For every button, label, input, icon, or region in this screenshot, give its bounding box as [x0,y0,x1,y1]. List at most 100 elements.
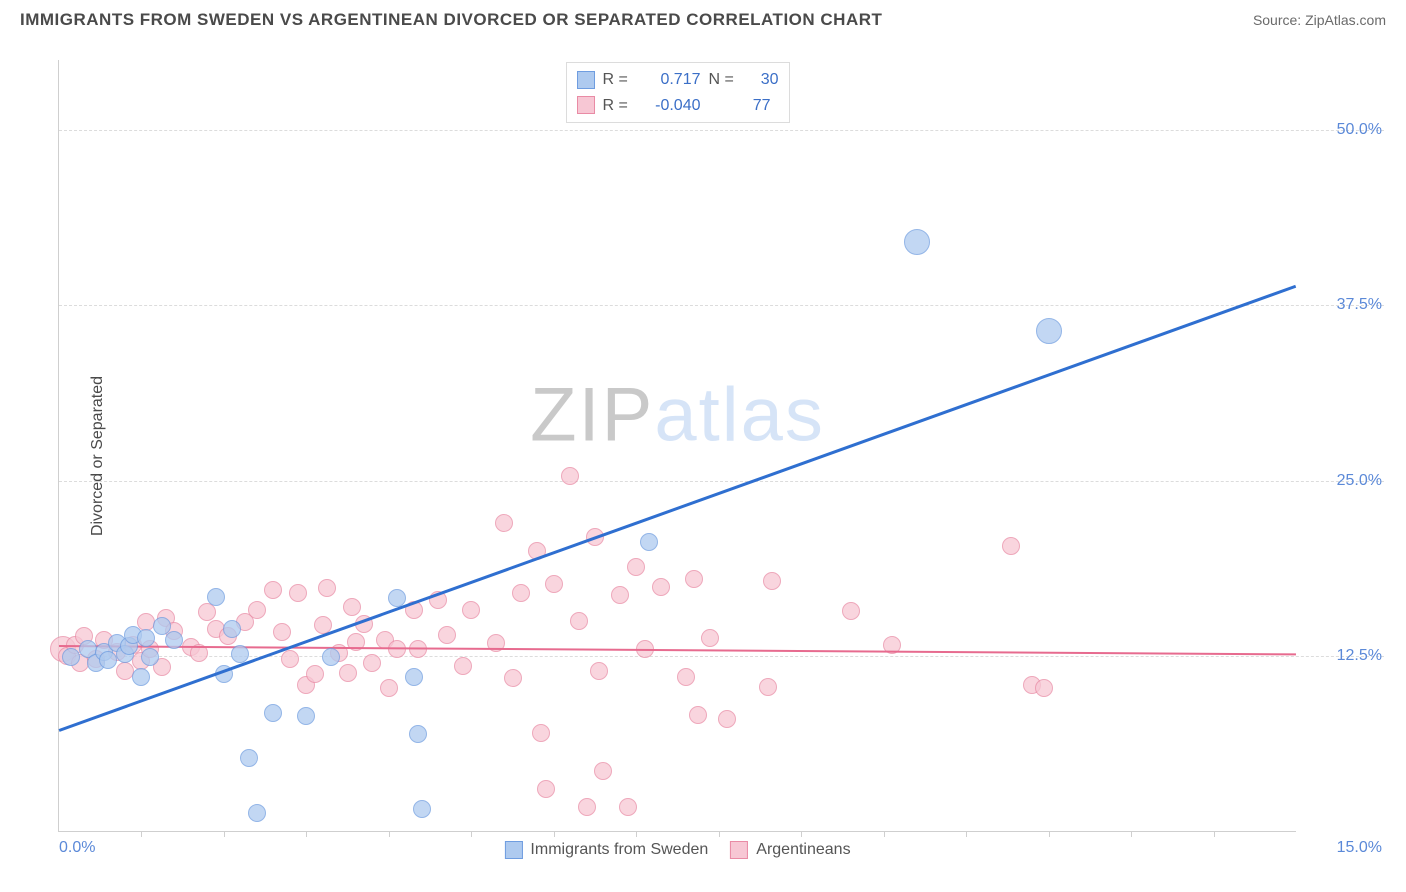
data-point [1035,679,1053,697]
x-tick-mark [636,831,637,837]
data-point [611,586,629,604]
data-point [578,798,596,816]
data-point [454,657,472,675]
y-axis-tick-label: 37.5% [1302,296,1382,314]
data-point [380,679,398,697]
source-label: Source: ZipAtlas.com [1253,12,1386,28]
n-value: 77 [741,93,771,119]
data-point [512,584,530,602]
data-point [248,804,266,822]
data-point [62,648,80,666]
data-point [532,724,550,742]
x-tick-mark [801,831,802,837]
x-tick-mark [1131,831,1132,837]
data-point [409,725,427,743]
data-point [677,668,695,686]
y-axis-tick-label: 50.0% [1302,121,1382,139]
data-point [561,467,579,485]
r-label: R = [603,93,635,119]
data-point [198,603,216,621]
legend-label: Immigrants from Sweden [530,841,708,859]
data-point [137,629,155,647]
x-tick-mark [471,831,472,837]
data-point [759,678,777,696]
y-axis-tick-label: 12.5% [1302,647,1382,665]
data-point [141,648,159,666]
watermark-atlas: atlas [654,372,825,457]
watermark: ZIPatlas [530,371,825,458]
watermark-zip: ZIP [530,372,654,457]
x-axis-tick-min: 0.0% [59,839,95,857]
data-point [570,612,588,630]
data-point [281,650,299,668]
data-point [273,623,291,641]
data-point [495,514,513,532]
data-point [504,669,522,687]
data-point [590,662,608,680]
data-point [116,662,134,680]
series-legend: Immigrants from Sweden Argentineans [504,841,850,859]
x-tick-mark [554,831,555,837]
chart-container: Divorced or Separated ZIPatlas R = 0.717… [20,40,1386,872]
data-point [405,668,423,686]
legend-item-argentinean: Argentineans [730,841,850,859]
data-point [438,626,456,644]
data-point [652,578,670,596]
x-tick-mark [1214,831,1215,837]
data-point [207,588,225,606]
x-tick-mark [389,831,390,837]
x-tick-mark [224,831,225,837]
x-tick-mark [306,831,307,837]
data-point [594,762,612,780]
data-point [99,651,117,669]
correlation-legend: R = 0.717 N = 30 R = -0.040 77 [566,62,790,123]
legend-row-sweden: R = 0.717 N = 30 [577,67,779,93]
x-tick-mark [966,831,967,837]
legend-row-argentinean: R = -0.040 77 [577,93,779,119]
data-point [264,704,282,722]
x-axis-tick-max: 15.0% [1302,839,1382,857]
data-point [462,601,480,619]
data-point [240,749,258,767]
data-point [363,654,381,672]
legend-label: Argentineans [756,841,850,859]
data-point [223,620,241,638]
chart-title: IMMIGRANTS FROM SWEDEN VS ARGENTINEAN DI… [20,10,882,30]
trend-line [59,284,1297,731]
gridline [59,481,1384,482]
data-point [689,706,707,724]
r-label: R = [603,67,635,93]
x-tick-mark [719,831,720,837]
gridline [59,130,1384,131]
data-point [1036,318,1062,344]
data-point [640,533,658,551]
data-point [1002,537,1020,555]
data-point [297,707,315,725]
swatch-icon [577,71,595,89]
data-point [248,601,266,619]
data-point [289,584,307,602]
data-point [318,579,336,597]
data-point [306,665,324,683]
data-point [132,668,150,686]
swatch-icon [504,841,522,859]
data-point [842,602,860,620]
data-point [619,798,637,816]
x-tick-mark [1049,831,1050,837]
plot-area: ZIPatlas R = 0.717 N = 30 R = -0.040 77 … [58,60,1296,832]
data-point [537,780,555,798]
r-value: -0.040 [643,93,701,119]
swatch-icon [730,841,748,859]
gridline [59,305,1384,306]
data-point [627,558,645,576]
data-point [904,229,930,255]
legend-item-sweden: Immigrants from Sweden [504,841,708,859]
swatch-icon [577,96,595,114]
data-point [763,572,781,590]
x-tick-mark [884,831,885,837]
data-point [701,629,719,647]
n-value: 30 [749,67,779,93]
data-point [545,575,563,593]
data-point [339,664,357,682]
y-axis-tick-label: 25.0% [1302,472,1382,490]
